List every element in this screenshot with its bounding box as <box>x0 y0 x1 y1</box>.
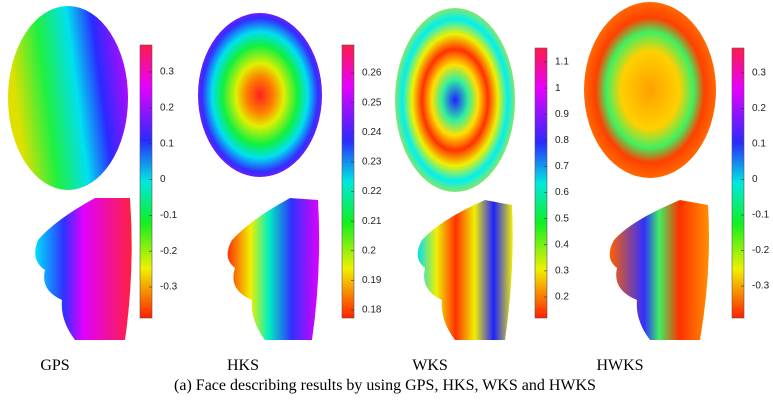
colorbar <box>341 44 355 319</box>
tick-label: -0.1 <box>752 210 770 221</box>
tick-label: 0.26 <box>362 68 382 79</box>
tick-label: 0.9 <box>555 109 569 120</box>
tick-label: 0.3 <box>160 67 174 78</box>
face-front <box>395 8 515 192</box>
tick-label: -0.3 <box>160 282 178 293</box>
tick-label: 1.1 <box>555 57 569 68</box>
tick-label: 0.7 <box>555 161 569 172</box>
tick-label: 0.8 <box>555 135 569 146</box>
panel-label: WKS <box>412 357 448 374</box>
tick-label: 0.3 <box>555 266 569 277</box>
tick-label: 0.6 <box>555 187 569 198</box>
colorbar <box>534 47 548 319</box>
tick-label: 0.2 <box>752 103 766 114</box>
face-side <box>35 198 132 340</box>
face-side <box>227 198 320 340</box>
tick-label: 0.2 <box>362 245 376 256</box>
tick-label: 0.23 <box>362 157 382 168</box>
face-front <box>8 6 128 190</box>
tick-label: 0 <box>752 174 758 185</box>
colorbars: 0.3 0.2 0.1 0 -0.1 -0.2 -0.3 GPS 0.26 0.25 0.24 0.2… <box>40 44 770 374</box>
tick-label: -0.2 <box>752 245 770 256</box>
face-front <box>198 13 322 177</box>
tick-label: 0.2 <box>160 102 174 113</box>
tick-label: 0.1 <box>752 139 766 150</box>
tick-label: 0.4 <box>555 239 569 250</box>
face-side <box>417 200 513 340</box>
tick-label: 0.21 <box>362 216 382 227</box>
face-side <box>609 200 709 340</box>
tick-label: 0.25 <box>362 97 382 108</box>
tick-label: 0.19 <box>362 275 382 286</box>
face-images <box>8 2 716 340</box>
panel-label: HKS <box>227 357 259 374</box>
tick-label: 0.24 <box>362 127 382 138</box>
face-front <box>584 2 716 178</box>
tick-label: -0.2 <box>160 246 178 257</box>
colorbar <box>139 44 153 319</box>
colorbar <box>731 47 745 319</box>
caption: (a) Face describing results by using GPS… <box>174 377 596 394</box>
tick-label: 1 <box>555 83 561 94</box>
tick-label: 0.5 <box>555 213 569 224</box>
tick-label: 0.1 <box>160 138 174 149</box>
tick-label: 0 <box>160 174 166 185</box>
tick-label: 0.22 <box>362 186 382 197</box>
tick-label: 0.3 <box>752 68 766 79</box>
panel-label: HWKS <box>596 357 643 374</box>
tick-label: 0.18 <box>362 305 382 316</box>
tick-label: -0.3 <box>752 281 770 292</box>
tick-label: 0.2 <box>555 292 569 303</box>
tick-label: -0.1 <box>160 210 178 221</box>
panel-label: GPS <box>40 357 69 374</box>
